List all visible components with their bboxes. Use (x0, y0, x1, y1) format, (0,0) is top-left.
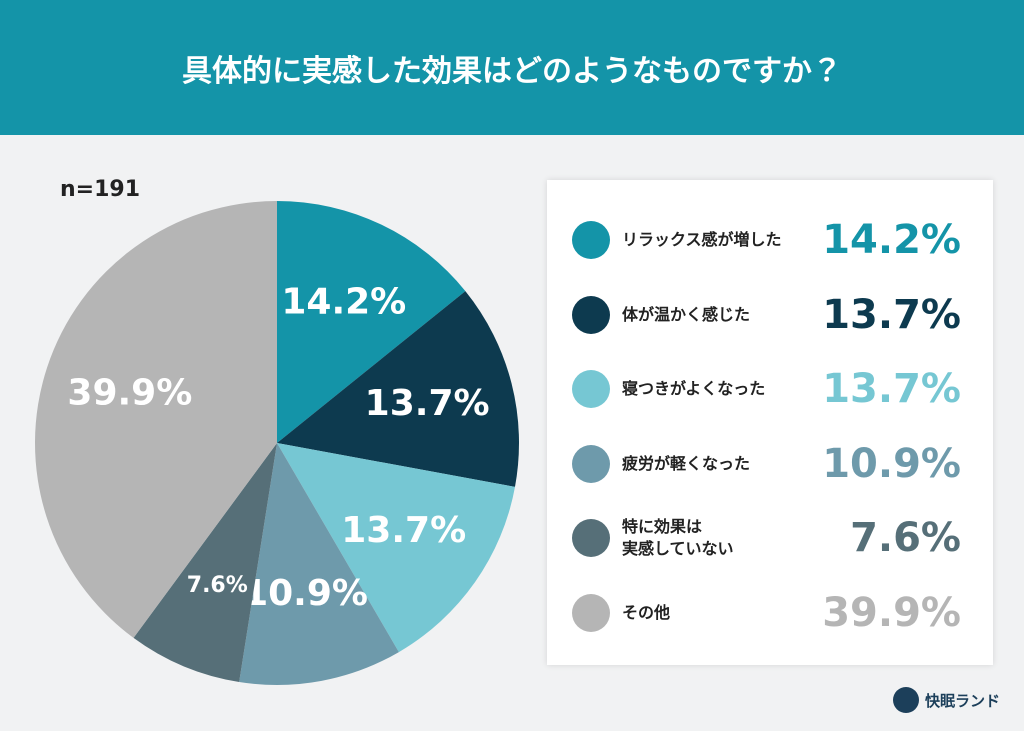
legend-swatch (572, 295, 610, 334)
chart-title: 具体的に実感した効果はどのようなものですか？ (182, 53, 842, 89)
legend-item: 体が温かく感じた 13.7% (547, 285, 993, 345)
legend-value: 13.7% (822, 366, 961, 412)
pie-slice (35, 201, 277, 638)
pie-slice (277, 291, 519, 487)
header: 具体的に実感した効果はどのようなものですか？ (0, 0, 1024, 135)
legend-value: 14.2% (822, 217, 961, 263)
slice-label: 13.7% (365, 383, 490, 424)
legend-swatch (572, 593, 610, 632)
legend-value: 39.9% (822, 589, 961, 636)
legend-label: 特に効果は 実感していない (622, 517, 734, 558)
sample-size: n=191 (60, 177, 140, 202)
legend-value: 10.9% (822, 440, 961, 487)
legend-item: その他 39.9% (547, 583, 993, 643)
legend-label: その他 (622, 602, 671, 622)
legend-label: リラックス感が増した (622, 230, 782, 250)
legend-label: 体が温かく感じた (622, 304, 751, 324)
slice-label: 7.6% (187, 573, 248, 598)
slice-label: 39.9% (67, 373, 192, 414)
brand-name: 快眠ランド (924, 691, 1000, 710)
legend-item: 疲労が軽くなった 10.9% (547, 434, 993, 494)
legend-value: 13.7% (822, 291, 961, 338)
legend-swatch (572, 221, 610, 259)
slice-label: 10.9% (243, 573, 368, 614)
legend-value: 7.6% (850, 515, 961, 561)
pie-slice (277, 443, 515, 653)
legend-swatch (572, 519, 610, 557)
legend-item: 特に効果は 実感していない 7.6% (547, 508, 993, 568)
brand: 快眠ランド (892, 687, 1000, 713)
legend-label: 寝つきがよくなった (622, 379, 766, 399)
pie-slice (239, 443, 399, 685)
legend-swatch (572, 370, 610, 408)
legend-item: 寝つきがよくなった 13.7% (547, 359, 993, 419)
slice-label: 13.7% (341, 510, 466, 551)
pie-slice (277, 201, 466, 443)
legend-label: 疲労が軽くなった (622, 453, 751, 473)
pie-slice (133, 443, 277, 683)
slice-label: 14.2% (281, 281, 406, 322)
legend-item: リラックス感が増した 14.2% (547, 210, 993, 270)
pie: 14.2% 13.7% 13.7% 10.9%7.6% 39.9% (35, 201, 519, 685)
legend-swatch (572, 444, 610, 483)
brand-logo (892, 687, 919, 713)
legend: リラックス感が増した 14.2% 体が温かく感じた 13.7% 寝つきがよくなった 13.… (547, 180, 993, 665)
